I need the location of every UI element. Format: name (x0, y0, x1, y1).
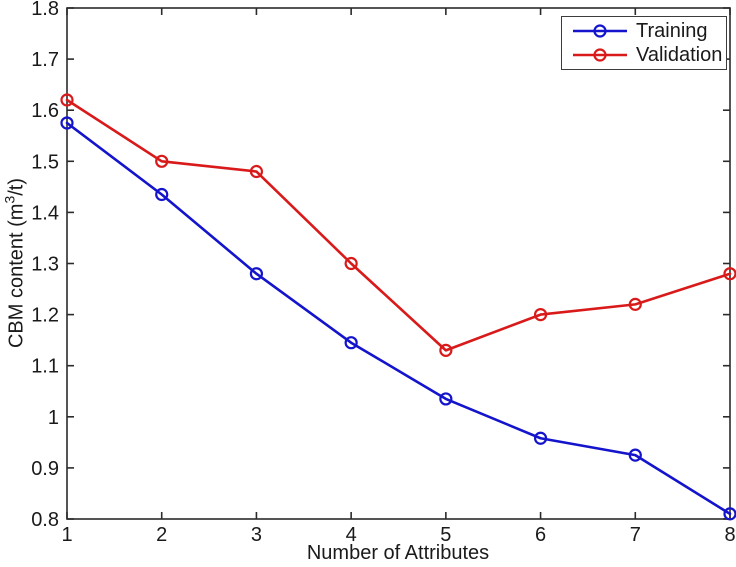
x-tick-label: 7 (630, 524, 641, 546)
legend: Training Validation (561, 16, 727, 70)
y-axis-label-text: CBM content (m (5, 203, 28, 349)
legend-circle-marker-icon (593, 48, 607, 62)
legend-item-validation: Validation (572, 43, 726, 67)
validation-marker (344, 256, 358, 271)
validation-line (65, 98, 732, 352)
validation-marker (60, 93, 74, 107)
validation-marker (155, 154, 169, 168)
training-marker (155, 187, 169, 202)
x-tick-label: 1 (61, 524, 72, 546)
training-marker (439, 392, 453, 406)
x-tick-label: 5 (440, 524, 451, 546)
y-tick-label: 0.9 (31, 458, 59, 480)
x-tick-label: 4 (346, 524, 357, 546)
y-axis-label-suffix: /t) (5, 177, 28, 196)
y-tick-label: 1.6 (31, 100, 59, 122)
validation-marker (249, 164, 264, 179)
validation-marker (533, 308, 548, 322)
y-tick-label: 0.8 (31, 509, 59, 531)
y-tick-label: 1.2 (31, 305, 59, 327)
y-tick-label: 1 (48, 407, 59, 429)
training-marker (60, 116, 74, 130)
x-tick-label: 3 (251, 524, 262, 546)
validation-marker (628, 297, 642, 311)
legend-line-sample (573, 48, 627, 62)
legend-label: Training (636, 19, 708, 42)
legend-line-sample (573, 24, 627, 38)
y-tick-label: 1.7 (31, 49, 59, 71)
legend-circle-marker-icon (593, 24, 607, 38)
y-tick-label: 1.8 (31, 0, 59, 20)
y-axis-label: CBM content (m3/t) (2, 178, 29, 348)
validation-marker (439, 343, 453, 357)
x-tick-label: 8 (724, 524, 735, 546)
x-tick-label: 6 (535, 524, 546, 546)
legend-item-training: Training (572, 19, 726, 43)
training-marker (344, 336, 358, 350)
x-axis-label: Number of Attributes (306, 542, 490, 564)
plot-border (66, 7, 731, 520)
y-tick-label: 1.3 (31, 254, 59, 276)
training-marker (249, 267, 264, 281)
training-line (65, 121, 732, 516)
x-tick-label: 2 (156, 524, 167, 546)
y-tick-label: 1.1 (31, 356, 59, 378)
training-marker (533, 431, 548, 445)
y-tick-label: 1.5 (31, 151, 59, 173)
training-marker (628, 448, 642, 462)
legend-label: Validation (636, 43, 723, 66)
y-axis-label-superscript: 3 (1, 195, 18, 204)
y-tick-label: 1.4 (31, 202, 59, 224)
